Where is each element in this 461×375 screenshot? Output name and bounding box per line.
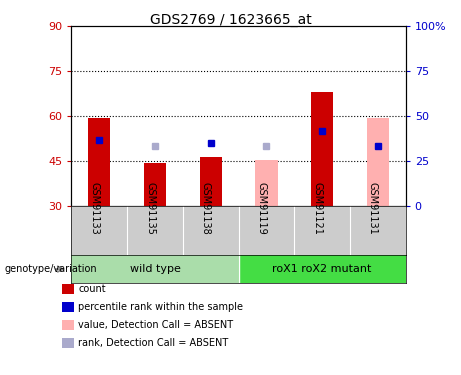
Text: rank, Detection Call = ABSENT: rank, Detection Call = ABSENT: [78, 338, 229, 348]
Text: value, Detection Call = ABSENT: value, Detection Call = ABSENT: [78, 320, 233, 330]
Text: roX1 roX2 mutant: roX1 roX2 mutant: [272, 264, 372, 274]
Text: GSM91133: GSM91133: [89, 182, 99, 235]
Text: GSM91119: GSM91119: [256, 182, 266, 235]
Text: genotype/variation: genotype/variation: [5, 264, 97, 274]
Bar: [255, 160, 278, 206]
Bar: [71, 255, 239, 283]
Bar: [88, 118, 111, 206]
Text: GSM91138: GSM91138: [201, 182, 211, 235]
Bar: [311, 92, 333, 206]
Text: GSM91131: GSM91131: [368, 182, 378, 235]
Bar: [238, 255, 406, 283]
Bar: [366, 118, 389, 206]
Bar: [144, 163, 166, 206]
Text: GSM91135: GSM91135: [145, 182, 155, 235]
Bar: [200, 157, 222, 206]
Text: percentile rank within the sample: percentile rank within the sample: [78, 302, 243, 312]
Text: wild type: wild type: [130, 264, 180, 274]
Text: GSM91121: GSM91121: [312, 182, 322, 235]
Text: GDS2769 / 1623665_at: GDS2769 / 1623665_at: [150, 13, 311, 27]
Text: count: count: [78, 284, 106, 294]
